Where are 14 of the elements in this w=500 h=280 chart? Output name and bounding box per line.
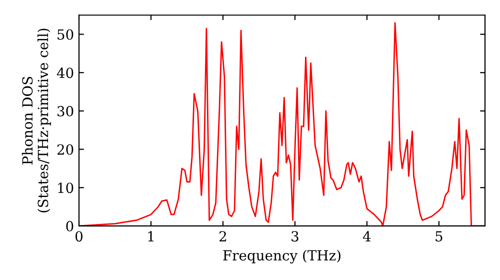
x-tick-label: 3 — [292, 231, 298, 242]
y-tick-label: 0 — [66, 220, 74, 232]
x-tick-label: 0 — [75, 231, 82, 242]
x-tick-label: 4 — [362, 231, 371, 242]
y-tick-label: 10 — [58, 182, 74, 194]
x-tick-label: 2 — [219, 231, 226, 242]
y-tick-label: 20 — [57, 144, 74, 155]
y-tick-label: 40 — [56, 68, 74, 78]
x-axis-title: Frequency (THz) — [223, 250, 340, 264]
y-tick-label: 50 — [58, 29, 74, 40]
x-tick-label: 1 — [148, 231, 154, 242]
y-tick-label: 30 — [58, 106, 74, 116]
x-tick-label: 5 — [436, 231, 442, 242]
y-axis-title: Phonon DOS (States/THz·primitive cell) — [22, 28, 51, 212]
